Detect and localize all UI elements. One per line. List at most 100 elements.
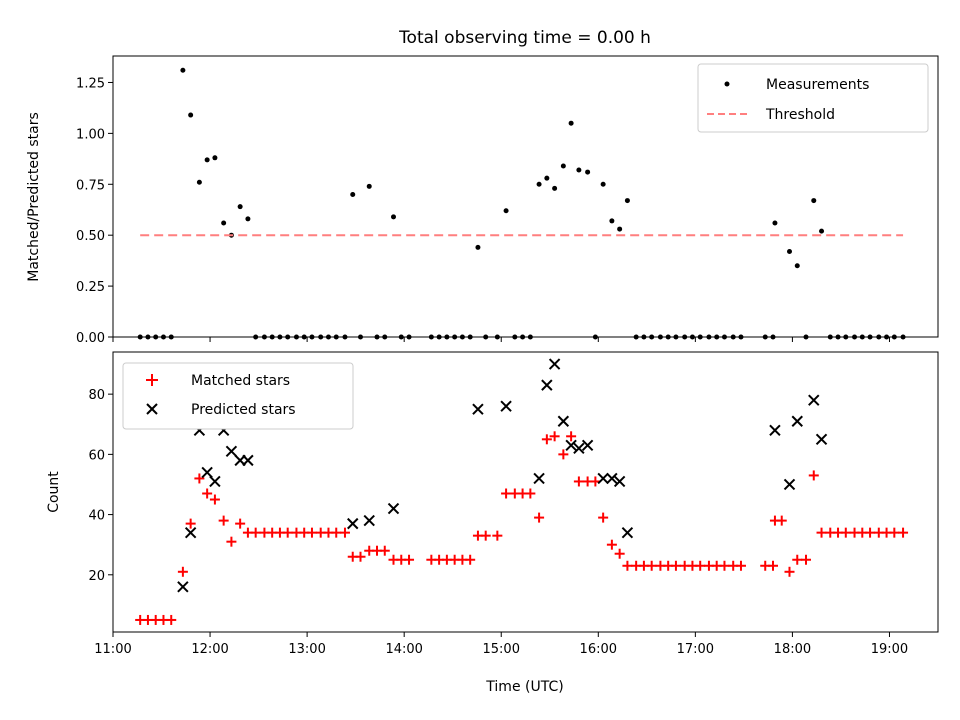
measurement-point	[197, 180, 202, 185]
matched-point	[380, 546, 390, 556]
bottom-legend: Matched stars Predicted stars	[123, 363, 353, 429]
matched-point	[283, 528, 293, 538]
x-axis-label: Time (UTC)	[485, 679, 563, 695]
y-tick-label-0-4: 1.00	[76, 127, 105, 142]
measurement-point	[561, 163, 566, 168]
matched-point	[166, 615, 176, 625]
predicted-point	[785, 479, 795, 489]
predicted-point	[583, 440, 593, 450]
matched-point	[809, 470, 819, 480]
matched-point	[615, 549, 625, 559]
measurement-point	[787, 249, 792, 254]
bottom-x-axis: 11:00 12:00 13:00 14:00 15:00 16:00 17:00 18:00…	[94, 632, 908, 657]
measurement-point	[625, 198, 630, 203]
matched-point	[768, 561, 778, 571]
measurement-point	[795, 263, 800, 268]
predicted-point	[501, 401, 511, 411]
predicted-point	[817, 434, 827, 444]
legend-measurements-marker	[725, 82, 730, 87]
matched-point	[841, 528, 851, 538]
predicted-point	[550, 359, 560, 369]
matched-point	[202, 489, 212, 499]
measurement-point	[475, 245, 480, 250]
predicted-point	[598, 473, 608, 483]
x-tick-label-2: 13:00	[288, 642, 325, 657]
predicted-point	[542, 380, 552, 390]
measurement-point	[238, 204, 243, 209]
measurement-point	[617, 227, 622, 232]
matched-point	[404, 555, 414, 565]
measurement-point	[188, 113, 193, 118]
matched-point	[226, 537, 236, 547]
chart-title: Total observing time = 0.00 h	[398, 28, 651, 48]
predicted-point	[534, 473, 544, 483]
predicted-point	[558, 416, 568, 426]
measurement-point	[609, 218, 614, 223]
matched-point	[219, 516, 229, 526]
predicted-point	[226, 446, 236, 456]
predicted-point	[809, 395, 819, 405]
x-tick-label-6: 17:00	[677, 642, 714, 657]
matched-point	[777, 516, 787, 526]
matched-point	[647, 561, 657, 571]
x-tick-label-4: 15:00	[483, 642, 520, 657]
x-tick-label-3: 14:00	[385, 642, 422, 657]
matched-point	[492, 531, 502, 541]
y-tick-label-0-3: 0.75	[76, 178, 105, 193]
matched-point	[598, 513, 608, 523]
top-legend: Measurements Threshold	[698, 64, 928, 132]
legend-measurements-label: Measurements	[766, 77, 869, 93]
matched-point	[307, 528, 317, 538]
matched-point	[186, 519, 196, 529]
predicted-point	[792, 416, 802, 426]
predicted-point	[473, 404, 483, 414]
matched-point	[194, 473, 204, 483]
measurement-point	[537, 182, 542, 187]
y-tick-label-1-2: 60	[88, 448, 105, 463]
predicted-point	[243, 455, 253, 465]
x-tick-label-5: 16:00	[580, 642, 617, 657]
matched-point	[607, 540, 617, 550]
measurement-point	[811, 198, 816, 203]
bottom-y-axis-label: Count	[46, 471, 62, 513]
predicted-point	[178, 582, 188, 592]
measurement-point	[245, 216, 250, 221]
figure: Total observing time = 0.00 h 0.000.250.…	[0, 0, 960, 720]
matched-point	[785, 567, 795, 577]
top-y-axis-label: Matched/Predicted stars	[26, 112, 42, 282]
y-tick-label-0-2: 0.50	[76, 229, 105, 244]
measurement-point	[569, 121, 574, 126]
matched-point	[898, 528, 908, 538]
matched-point	[719, 561, 729, 571]
predicted-point	[622, 528, 632, 538]
measurement-point	[205, 157, 210, 162]
top-panel: 0.00 0.25 0.50 0.75 1.00 1.25 Matched/Predict…	[26, 56, 938, 346]
matched-point	[235, 519, 245, 529]
predicted-point	[364, 516, 374, 526]
matched-point	[525, 489, 535, 499]
matched-point	[534, 513, 544, 523]
measurement-point	[391, 214, 396, 219]
matched-point	[889, 528, 899, 538]
matched-point	[465, 555, 475, 565]
matched-point	[695, 561, 705, 571]
matched-point	[566, 431, 576, 441]
matched-point	[671, 561, 681, 571]
measurement-point	[772, 220, 777, 225]
measurement-point	[576, 168, 581, 173]
matched-point	[210, 495, 220, 505]
measurement-point	[212, 155, 217, 160]
measurement-point	[350, 192, 355, 197]
matched-point	[792, 555, 802, 565]
matched-point	[251, 528, 261, 538]
matched-point	[574, 476, 584, 486]
predicted-point	[186, 528, 196, 538]
matched-point	[622, 561, 632, 571]
predicted-point	[348, 519, 358, 529]
x-tick-label-8: 19:00	[871, 642, 908, 657]
matched-point	[865, 528, 875, 538]
measurement-point	[544, 176, 549, 181]
measurement-point	[367, 184, 372, 189]
legend-predicted-label: Predicted stars	[191, 402, 296, 418]
